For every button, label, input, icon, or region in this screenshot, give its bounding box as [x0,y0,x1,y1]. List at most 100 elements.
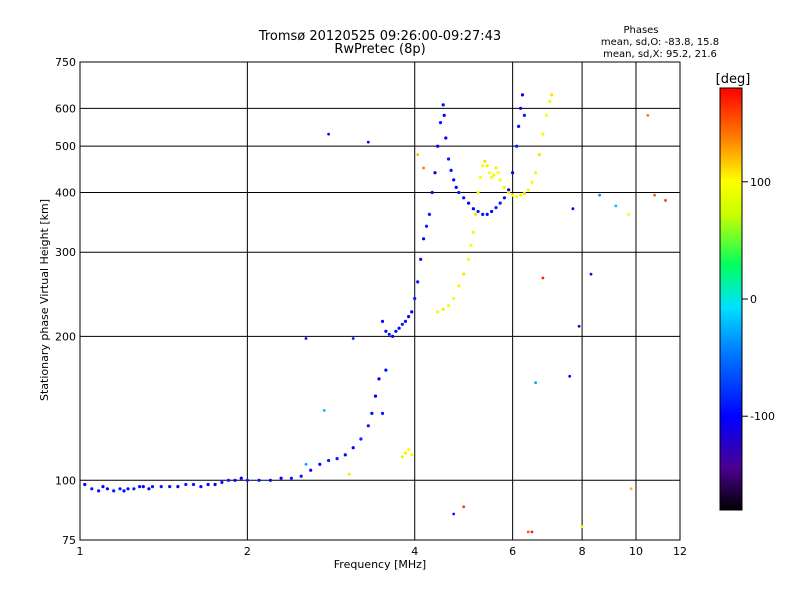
trace-point [206,482,210,487]
colorbar-label: [deg] [716,72,751,87]
y-tick-label: 400 [55,186,76,199]
data-points [83,93,667,534]
outlier-point [526,530,530,534]
x-tick-label: 4 [411,545,418,558]
trace-point [351,446,355,450]
y-tick-label: 500 [55,140,76,153]
trace-point [413,296,417,301]
colorbar-tick-label: -100 [750,410,775,423]
trace-point [141,485,145,489]
trace-point [471,230,475,234]
trace-point [384,368,388,372]
trace-point [430,190,434,195]
x-tick-label: 12 [673,545,687,558]
trace-point [436,144,440,148]
trace-point [391,334,395,338]
trace-point [289,476,293,480]
trace-point [370,411,374,415]
outlier-point [598,193,601,197]
trace-point [424,224,429,228]
trace-point [474,212,478,216]
stats-line-o: mean, sd,O: -83.8, 15.8 [601,37,719,48]
outlier-point [534,381,537,385]
outlier-point [664,199,667,202]
trace-point [384,329,388,333]
trace-point [410,453,414,457]
trace-point [537,153,541,157]
trace-point [97,489,101,493]
outlier-point [646,114,650,117]
trace-point [548,99,552,104]
trace-point [168,485,172,489]
trace-point [507,188,511,192]
trace-point [519,106,523,110]
outlier-point [416,153,420,157]
outlier-point [351,337,355,340]
trace-point [410,310,414,314]
trace-point [427,212,431,216]
trace-point [541,132,545,136]
trace-point [101,485,105,489]
outlier-point [568,374,572,378]
trace-point [496,171,500,175]
trace-point [138,485,142,489]
trace-point [520,93,525,97]
trace-point [309,468,313,472]
trace-point [397,326,401,330]
stats-line-x: mean, sd,X: 95.2, 21.6 [603,49,717,60]
trace-point [481,212,485,216]
trace-point [373,394,378,398]
trace-point [490,175,494,180]
trace-point [419,257,423,261]
colorbar [719,87,743,511]
trace-point [359,437,363,441]
outlier-point [530,530,534,534]
trace-point [416,280,420,284]
trace-point [498,201,502,205]
trace-point [515,144,519,148]
trace-point [487,171,491,175]
trace-point [544,113,549,117]
trace-point [457,190,461,195]
y-tick-label: 75 [62,534,76,547]
trace-point [452,178,456,182]
chart-title: Tromsø 20120525 09:26:00-09:27:43 [258,29,501,44]
trace-point [220,480,224,484]
outlier-point [629,487,633,491]
x-tick-label: 8 [579,545,586,558]
trace-point [522,191,527,196]
trace-point [507,190,511,195]
trace-point [279,476,283,480]
trace-point [239,476,243,480]
stats-heading: Phases [623,25,658,36]
trace-point [526,188,530,192]
outlier-point [589,272,593,276]
x-tick-label: 1 [77,545,84,558]
trace-point [478,175,482,180]
trace-point [519,193,523,197]
trace-point [433,171,437,175]
trace-point [510,193,515,197]
outlier-point [614,204,618,208]
trace-point [452,296,456,301]
y-tick-label: 300 [55,246,76,259]
trace-point [377,377,381,381]
trace-point [446,157,451,161]
trace-point [122,489,126,493]
trace-point [438,121,443,125]
trace-point [327,458,331,463]
outlier-point [627,213,630,216]
trace-point [132,487,136,491]
trace-point [159,485,163,489]
outlier-point [541,276,545,280]
trace-point [471,207,475,211]
trace-point [343,453,347,457]
outlier-point [653,193,656,197]
x-tick-label: 6 [509,545,516,558]
trace-point [245,478,249,482]
outlier-point [322,409,326,412]
trace-point [502,185,506,189]
x-tick-label: 10 [629,545,643,558]
trace-point [407,447,411,452]
